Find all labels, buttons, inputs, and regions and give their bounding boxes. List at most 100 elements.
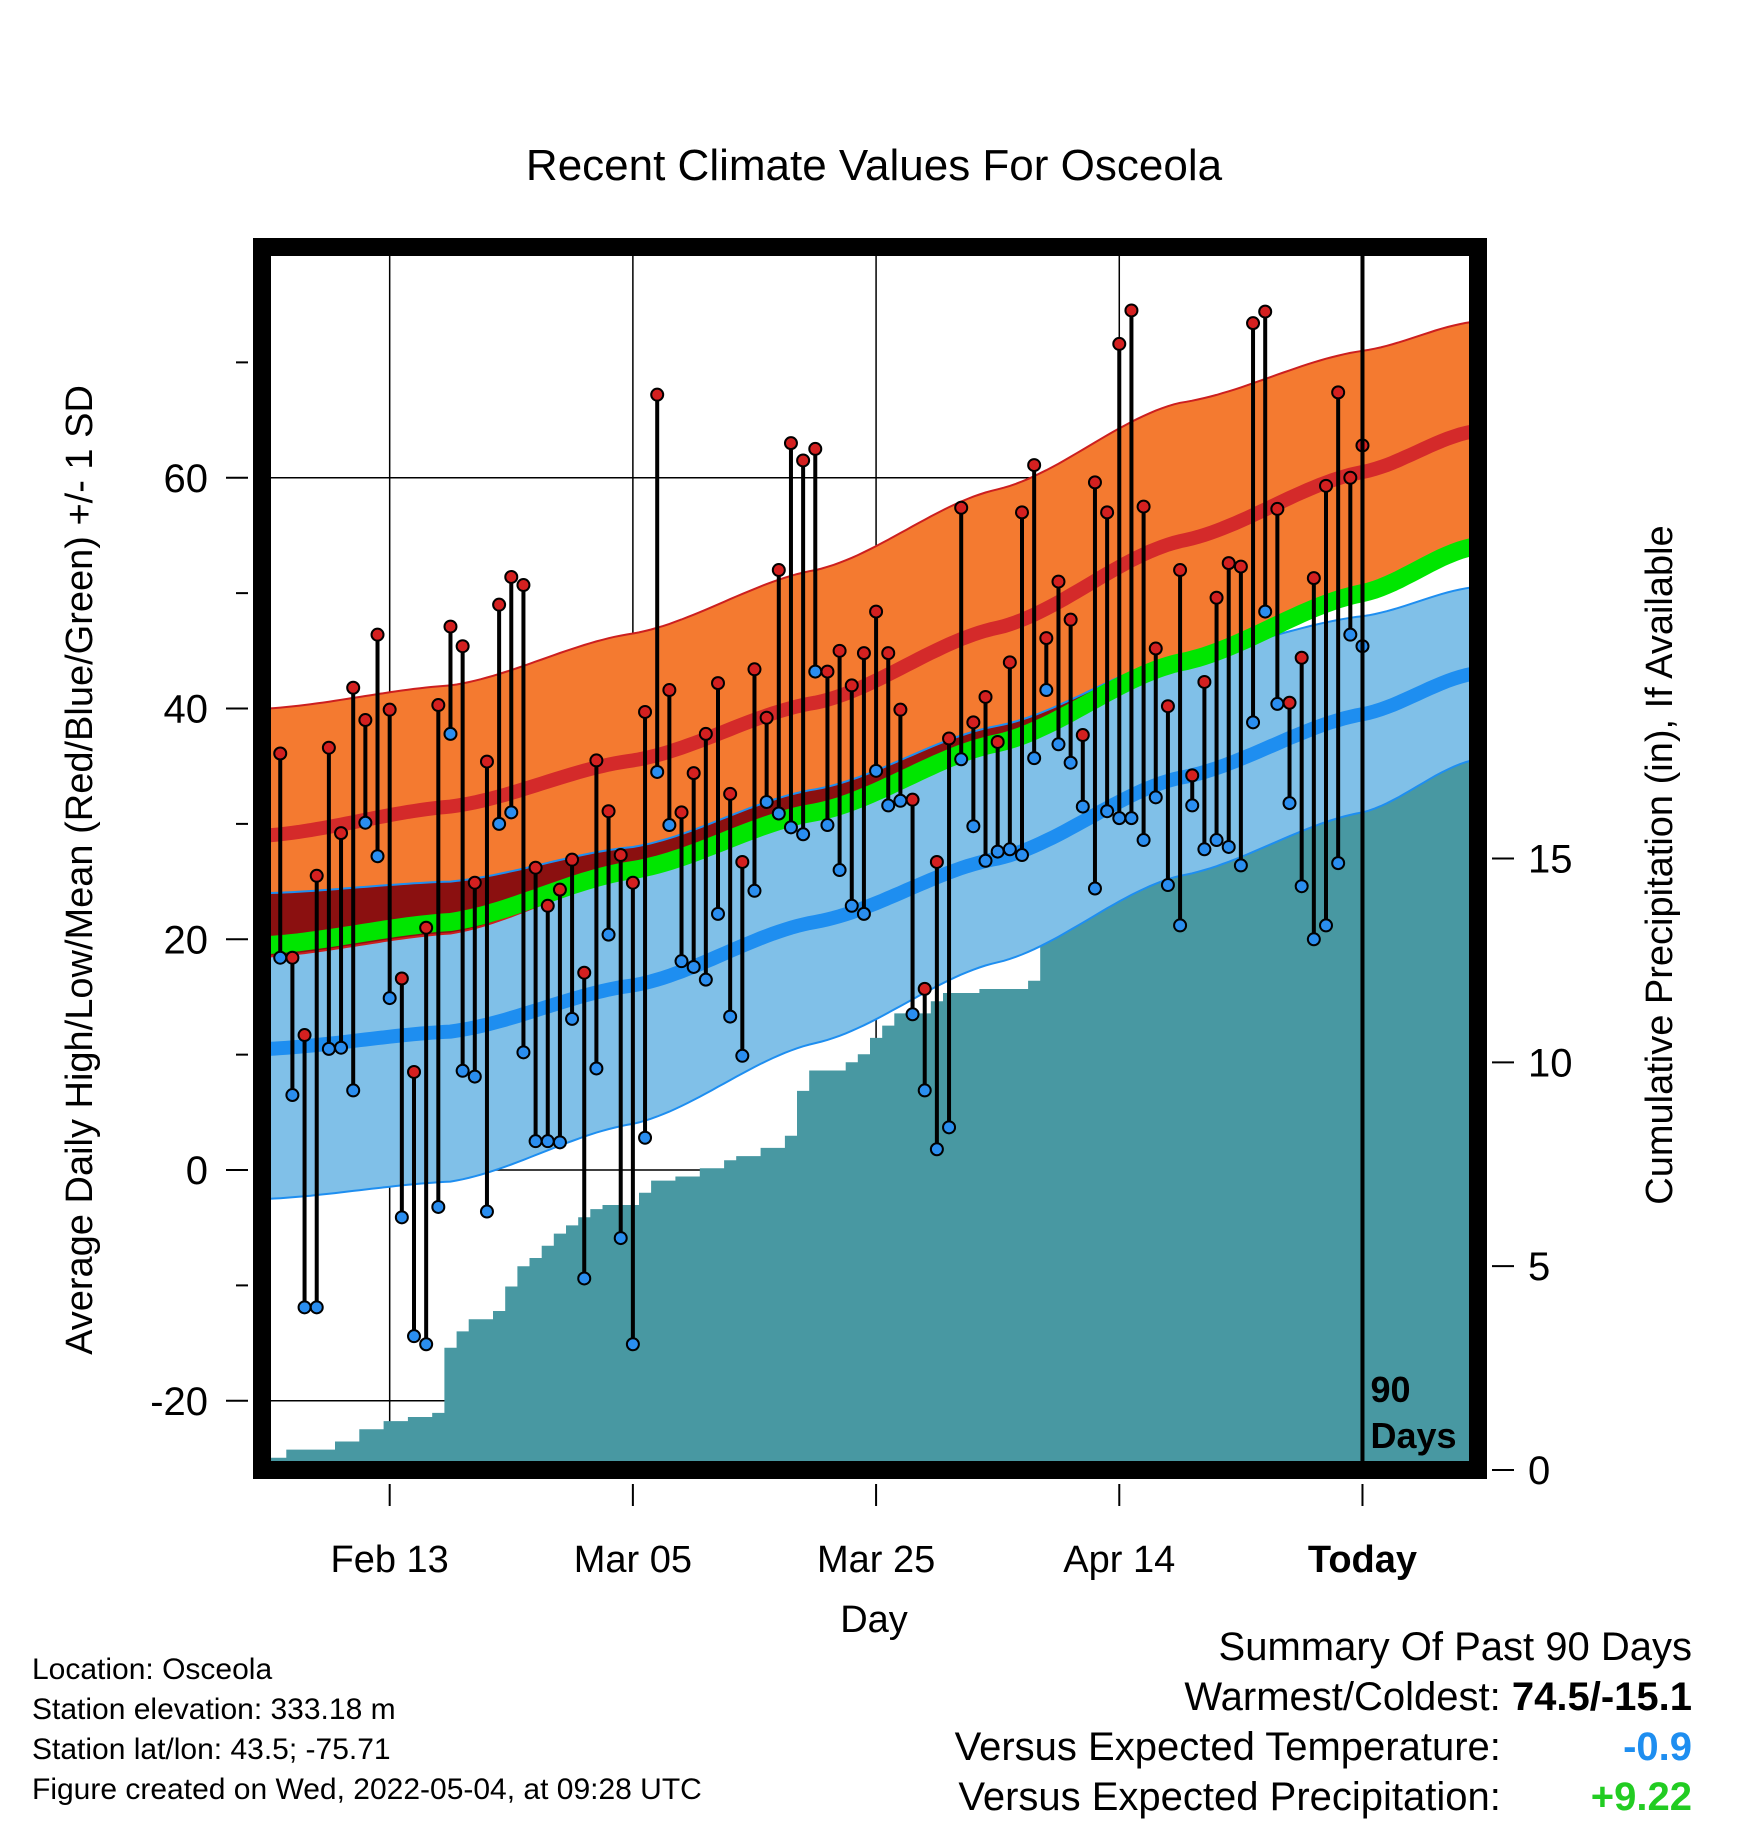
- high-point: [1185, 768, 1200, 783]
- high-point: [954, 500, 969, 515]
- x-tick-label: Mar 05: [574, 1539, 692, 1581]
- high-point: [334, 826, 349, 841]
- high-point: [1051, 574, 1066, 589]
- y-tick-label: 60: [164, 457, 209, 501]
- location-text: Location: Osceola: [32, 1653, 273, 1686]
- low-point: [1136, 833, 1151, 848]
- high-point: [601, 804, 616, 819]
- high-point: [881, 646, 896, 661]
- low-point: [273, 950, 288, 965]
- high-point: [479, 754, 494, 769]
- high-point: [783, 436, 798, 451]
- station-info: Location: Osceola Station elevation: 333…: [32, 1650, 702, 1810]
- low-point: [1221, 839, 1236, 854]
- low-point: [297, 1300, 312, 1315]
- high-point: [394, 971, 409, 986]
- high-point: [419, 920, 434, 935]
- high-point: [540, 898, 555, 913]
- low-point: [747, 883, 762, 898]
- high-point: [1002, 655, 1017, 670]
- low-point: [990, 844, 1005, 859]
- low-point: [1343, 627, 1358, 642]
- high-point: [990, 734, 1005, 749]
- high-point: [929, 854, 944, 869]
- low-point: [407, 1329, 421, 1344]
- low-point: [1331, 856, 1346, 871]
- high-point: [638, 704, 653, 719]
- high-point: [1136, 499, 1151, 514]
- high-point: [1100, 505, 1115, 520]
- summary-warmest-row: Warmest/Coldest: 74.5/-15.1: [955, 1672, 1692, 1722]
- low-point: [577, 1271, 592, 1286]
- low-point: [394, 1210, 409, 1225]
- low-point: [966, 819, 981, 834]
- y-tick-label: 20: [164, 918, 209, 962]
- high-point: [589, 753, 604, 768]
- high-point: [759, 710, 774, 725]
- period-label-word: Days: [1370, 1415, 1456, 1456]
- low-point: [844, 898, 859, 913]
- high-point: [905, 792, 920, 807]
- low-sd-band: [268, 587, 1472, 1199]
- low-point: [321, 1041, 336, 1056]
- warmest-value: 74.5/-15.1: [1511, 1675, 1692, 1719]
- high-point: [455, 639, 470, 654]
- low-point: [869, 763, 884, 778]
- high-point: [1331, 385, 1346, 400]
- low-point: [625, 1337, 640, 1352]
- high-point: [577, 965, 592, 980]
- high-point: [796, 453, 811, 468]
- low-point: [711, 906, 725, 921]
- low-point: [1124, 811, 1139, 826]
- high-point: [1319, 478, 1333, 493]
- low-point: [443, 726, 458, 741]
- high-point: [625, 875, 640, 890]
- low-point: [1112, 811, 1127, 826]
- low-point: [1319, 918, 1333, 933]
- precipitation-area: [262, 707, 1478, 1470]
- x-tick-label: Apr 14: [1063, 1539, 1175, 1581]
- high-sd-band: [268, 322, 1472, 957]
- low-point: [1306, 932, 1321, 947]
- high-upper-line: [268, 321, 1473, 710]
- high-point: [516, 578, 531, 593]
- high-point: [565, 852, 580, 867]
- low-point: [1063, 755, 1078, 770]
- high-point: [1063, 612, 1078, 627]
- high-point: [1039, 631, 1054, 646]
- high-point: [1294, 650, 1309, 665]
- y-tick-label: -20: [150, 1380, 208, 1424]
- low-point: [832, 863, 847, 878]
- high-point: [662, 683, 677, 698]
- low-point: [370, 849, 385, 864]
- high-point: [735, 854, 750, 869]
- high-point: [552, 882, 567, 897]
- high-point: [1027, 458, 1042, 473]
- high-point: [431, 698, 446, 713]
- y2-tick-label: 15: [1528, 838, 1573, 882]
- low-point: [528, 1134, 543, 1149]
- high-point: [650, 387, 665, 402]
- low-point: [492, 816, 507, 831]
- low-point: [346, 1083, 361, 1098]
- low-point: [285, 1088, 300, 1103]
- low-point: [796, 827, 811, 842]
- low-point: [589, 1061, 604, 1076]
- high-point: [285, 950, 300, 965]
- precip-value: +9.22: [1590, 1775, 1692, 1819]
- high-point: [407, 1064, 421, 1079]
- high-point: [942, 731, 957, 746]
- low-point: [1209, 833, 1224, 848]
- high-point: [1209, 590, 1224, 605]
- high-point: [1306, 571, 1321, 586]
- low-point: [856, 906, 871, 921]
- summary-precip-row: Versus Expected Precipitation: +9.22: [955, 1772, 1692, 1822]
- low-point: [929, 1142, 944, 1157]
- y2-tick-label: 5: [1528, 1245, 1550, 1289]
- y2-tick-label: 10: [1528, 1041, 1573, 1085]
- x-tick-label: Today: [1308, 1539, 1417, 1581]
- low-point: [905, 1007, 920, 1022]
- low-point: [1160, 878, 1175, 893]
- high-point: [1197, 674, 1212, 689]
- low-point: [309, 1300, 324, 1315]
